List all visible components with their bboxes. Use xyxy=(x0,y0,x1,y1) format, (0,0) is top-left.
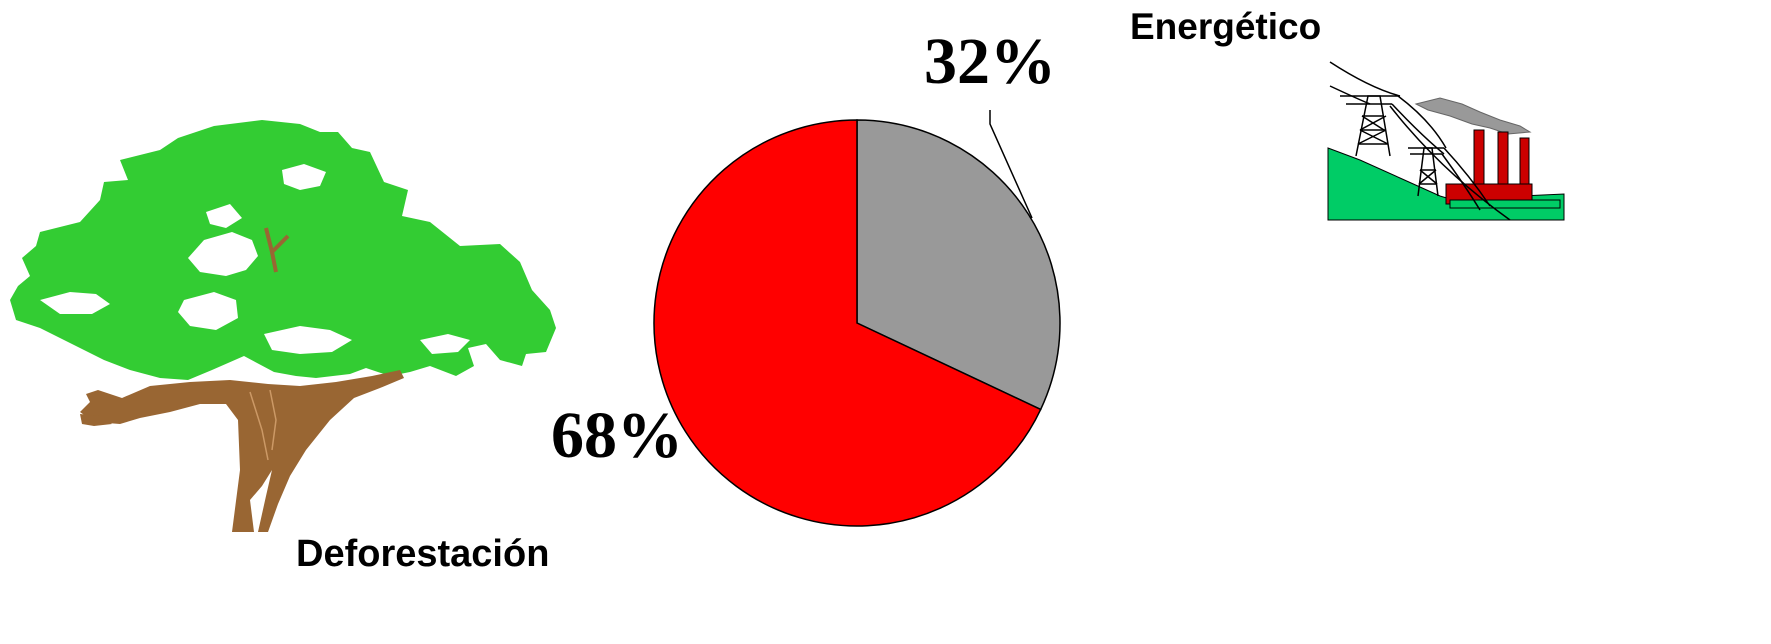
category-label-deforestacion: Deforestación xyxy=(296,533,550,575)
pie-slice-deforestacion xyxy=(653,119,1042,527)
leader-line-energetico xyxy=(989,110,1033,219)
value-label-energetico: 32% xyxy=(924,25,1056,98)
value-label-deforestacion: 68% xyxy=(551,399,683,472)
pie-slice-energetico xyxy=(856,119,1061,411)
category-label-energetico: Energético xyxy=(1130,6,1322,47)
